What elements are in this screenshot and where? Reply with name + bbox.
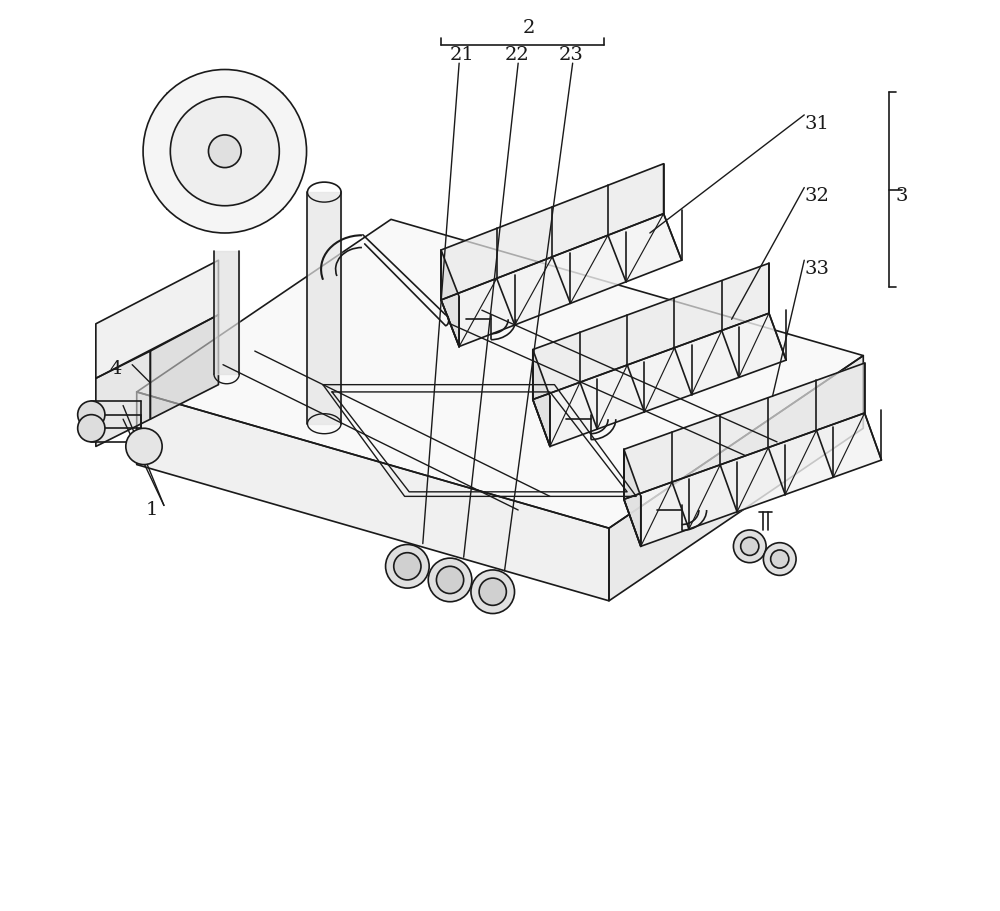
- Circle shape: [126, 428, 162, 465]
- Polygon shape: [307, 192, 341, 424]
- Circle shape: [428, 558, 472, 602]
- Circle shape: [394, 553, 421, 580]
- Polygon shape: [533, 313, 786, 446]
- Polygon shape: [533, 350, 550, 446]
- Polygon shape: [441, 214, 682, 346]
- Polygon shape: [137, 220, 863, 528]
- Polygon shape: [533, 263, 769, 400]
- Circle shape: [471, 570, 515, 613]
- Polygon shape: [150, 314, 218, 419]
- Circle shape: [733, 530, 766, 563]
- Circle shape: [436, 567, 464, 594]
- Text: 32: 32: [804, 187, 829, 205]
- Polygon shape: [624, 363, 865, 499]
- Circle shape: [386, 545, 429, 589]
- Circle shape: [763, 543, 796, 576]
- Circle shape: [208, 135, 241, 168]
- Circle shape: [479, 578, 506, 605]
- Polygon shape: [96, 351, 150, 446]
- Polygon shape: [624, 413, 881, 547]
- Polygon shape: [441, 250, 459, 346]
- Circle shape: [78, 401, 105, 428]
- Text: 22: 22: [505, 46, 529, 65]
- Text: 33: 33: [804, 260, 829, 278]
- Polygon shape: [624, 449, 641, 547]
- Text: 3: 3: [895, 187, 908, 205]
- Text: 23: 23: [559, 46, 584, 65]
- Polygon shape: [214, 251, 239, 374]
- Text: 31: 31: [804, 115, 829, 132]
- Circle shape: [143, 69, 307, 233]
- Text: 2: 2: [523, 19, 535, 37]
- Polygon shape: [96, 261, 218, 378]
- Text: 1: 1: [146, 500, 158, 518]
- Circle shape: [771, 550, 789, 568]
- Circle shape: [741, 537, 759, 556]
- Polygon shape: [137, 392, 609, 601]
- Text: 10: 10: [268, 119, 293, 137]
- Text: 21: 21: [450, 46, 475, 65]
- Circle shape: [78, 415, 105, 442]
- Circle shape: [170, 97, 279, 206]
- Text: 4: 4: [109, 360, 122, 378]
- Polygon shape: [609, 355, 863, 601]
- Polygon shape: [441, 164, 664, 300]
